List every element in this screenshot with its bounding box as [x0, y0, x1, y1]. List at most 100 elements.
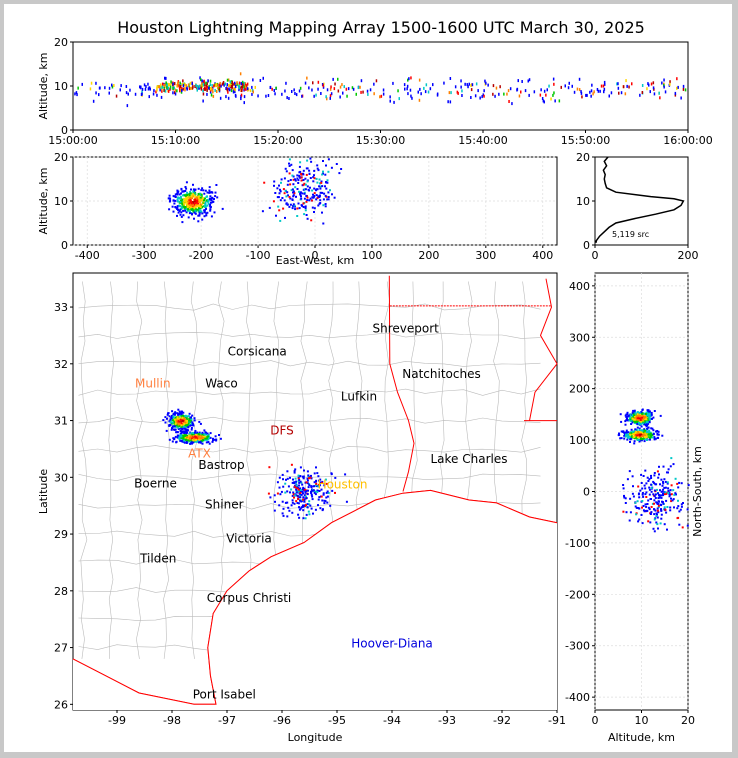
- time-altitude-point: [226, 83, 228, 87]
- altitude-north-south-point: [643, 440, 646, 443]
- time-altitude-point: [320, 92, 322, 95]
- altitude-north-south-point: [630, 435, 633, 438]
- altitude-north-south-point: [656, 436, 659, 439]
- east-west-point: [302, 169, 305, 172]
- altitude-north-south-point: [670, 493, 673, 496]
- east-west-point: [289, 183, 292, 186]
- altitude-north-south-point: [637, 423, 640, 426]
- plan-view-point: [305, 490, 308, 493]
- east-west-point: [304, 209, 307, 212]
- altitude-north-south-point: [663, 523, 666, 526]
- altitude-north-south-point: [642, 495, 645, 498]
- time-altitude-point: [592, 92, 594, 96]
- altitude-north-south-point: [640, 431, 643, 434]
- altitude-north-south-point: [640, 482, 643, 484]
- altitude-north-south-point: [653, 489, 656, 492]
- time-altitude-point: [646, 87, 648, 91]
- time-altitude-point: [669, 80, 671, 84]
- time-altitude-point: [568, 81, 570, 85]
- time-altitude-point: [521, 80, 523, 83]
- plan-view-point: [280, 490, 283, 493]
- east-west-point: [306, 159, 309, 162]
- altitude-north-south-point: [670, 500, 673, 503]
- east-west-altitude-ytick-label: 10: [54, 195, 68, 208]
- east-west-point: [333, 196, 336, 199]
- east-west-altitude-xtick-label: -200: [189, 249, 214, 262]
- time-altitude-point: [406, 87, 408, 91]
- time-altitude-point: [443, 81, 445, 85]
- time-altitude-point: [317, 80, 320, 84]
- time-altitude-point: [432, 83, 434, 87]
- plan-view-point: [297, 502, 300, 505]
- altitude-north-south-point: [627, 419, 629, 422]
- plan-view-point: [180, 411, 183, 414]
- altitude-north-south-point: [668, 491, 671, 494]
- plan-view-point: [190, 435, 193, 438]
- time-altitude-point: [179, 88, 181, 92]
- plan-view-ytick-label: 28: [54, 585, 68, 598]
- plan-view-point: [330, 472, 333, 475]
- plan-view-point: [187, 435, 190, 438]
- plan-view-point: [218, 434, 220, 436]
- time-altitude-point: [317, 87, 319, 91]
- plan-view-xtick-label: -99: [108, 714, 126, 727]
- altitude-north-south-point: [627, 436, 629, 439]
- time-altitude-point: [352, 87, 355, 91]
- altitude-north-south-point: [646, 424, 648, 427]
- plan-view-point: [325, 491, 328, 494]
- time-altitude-point: [470, 84, 472, 87]
- plan-view-point: [279, 493, 282, 496]
- time-altitude-point: [228, 87, 230, 91]
- altitude-north-south-point: [657, 504, 660, 507]
- plan-view-point: [310, 474, 312, 477]
- plan-view-point: [293, 471, 296, 474]
- time-altitude-point: [186, 85, 188, 89]
- time-altitude-point: [375, 79, 378, 83]
- east-west-point: [297, 182, 300, 184]
- altitude-north-south-point: [639, 419, 642, 421]
- altitude-north-south-point: [646, 476, 649, 479]
- altitude-north-south-point: [652, 433, 655, 436]
- time-altitude-point: [663, 85, 665, 89]
- time-altitude-point: [625, 79, 627, 83]
- east-west-point: [299, 161, 302, 164]
- east-west-point: [284, 216, 286, 219]
- east-west-ylabel: Altitude, km: [37, 167, 50, 234]
- plan-view-point: [196, 440, 199, 442]
- altitude-north-south-point: [632, 432, 635, 435]
- plan-view-point: [199, 422, 202, 425]
- plan-view-point: [178, 410, 181, 413]
- time-altitude-point: [389, 99, 391, 103]
- altitude-north-south-point: [659, 503, 662, 506]
- east-west-point: [205, 212, 208, 215]
- plan-view-point: [345, 500, 348, 503]
- east-west-point: [300, 197, 303, 200]
- time-altitude-point: [533, 90, 536, 94]
- time-altitude-point: [461, 94, 463, 97]
- plan-view-point: [282, 507, 285, 510]
- plan-view-point: [184, 415, 187, 417]
- plan-view-point: [298, 508, 301, 511]
- east-west-point: [286, 203, 289, 206]
- plan-view-point: [172, 421, 175, 424]
- east-west-point: [315, 177, 318, 180]
- altitude-north-south-point: [630, 428, 633, 431]
- altitude-north-south-point: [637, 520, 640, 523]
- time-altitude-point: [246, 87, 249, 91]
- east-west-point: [302, 206, 305, 208]
- time-altitude-point: [507, 89, 510, 93]
- plan-view-point: [203, 439, 206, 442]
- altitude-north-south-point: [629, 511, 632, 514]
- altitude-north-south-ytick-label: -400: [565, 691, 590, 704]
- east-west-point: [193, 217, 195, 220]
- time-altitude-point: [231, 85, 233, 89]
- plan-view-point: [181, 416, 184, 419]
- east-west-point: [185, 187, 188, 190]
- east-west-point: [169, 199, 172, 202]
- east-west-point: [309, 197, 312, 200]
- plan-view-point: [171, 440, 174, 443]
- altitude-north-south-point: [653, 499, 656, 502]
- east-west-point: [327, 158, 330, 161]
- east-west-point: [318, 202, 321, 205]
- altitude-north-south-point: [672, 463, 675, 466]
